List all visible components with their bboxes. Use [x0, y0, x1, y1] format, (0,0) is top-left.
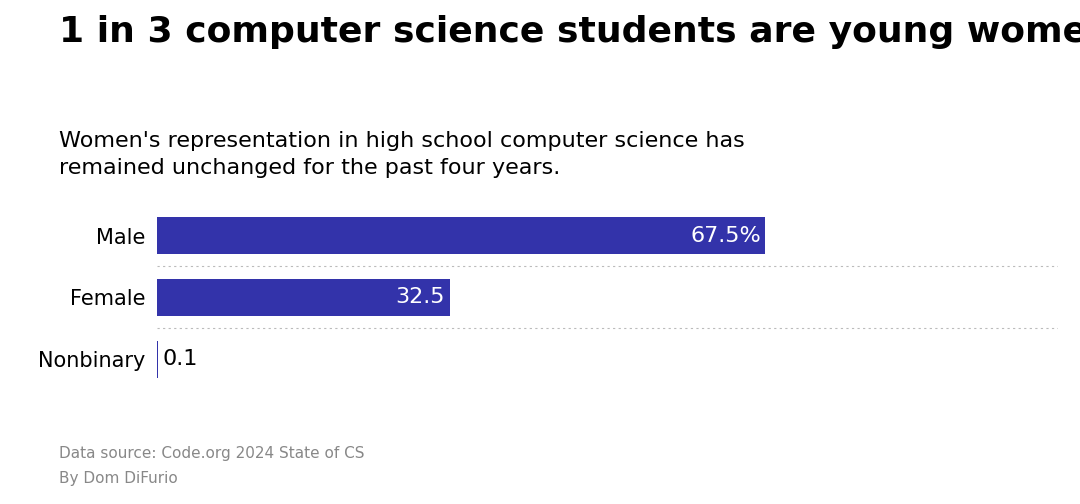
- Bar: [157, 217, 766, 254]
- Bar: [157, 279, 449, 316]
- Text: By Dom DiFurio: By Dom DiFurio: [59, 471, 178, 486]
- Text: Data source: Code.org 2024 State of CS: Data source: Code.org 2024 State of CS: [59, 446, 365, 461]
- Text: 32.5: 32.5: [395, 287, 445, 307]
- Text: 0.1: 0.1: [162, 349, 198, 369]
- Text: Women's representation in high school computer science has
remained unchanged fo: Women's representation in high school co…: [59, 131, 745, 178]
- Text: 1 in 3 computer science students are young women: 1 in 3 computer science students are you…: [59, 15, 1080, 49]
- Text: 67.5%: 67.5%: [690, 226, 760, 245]
